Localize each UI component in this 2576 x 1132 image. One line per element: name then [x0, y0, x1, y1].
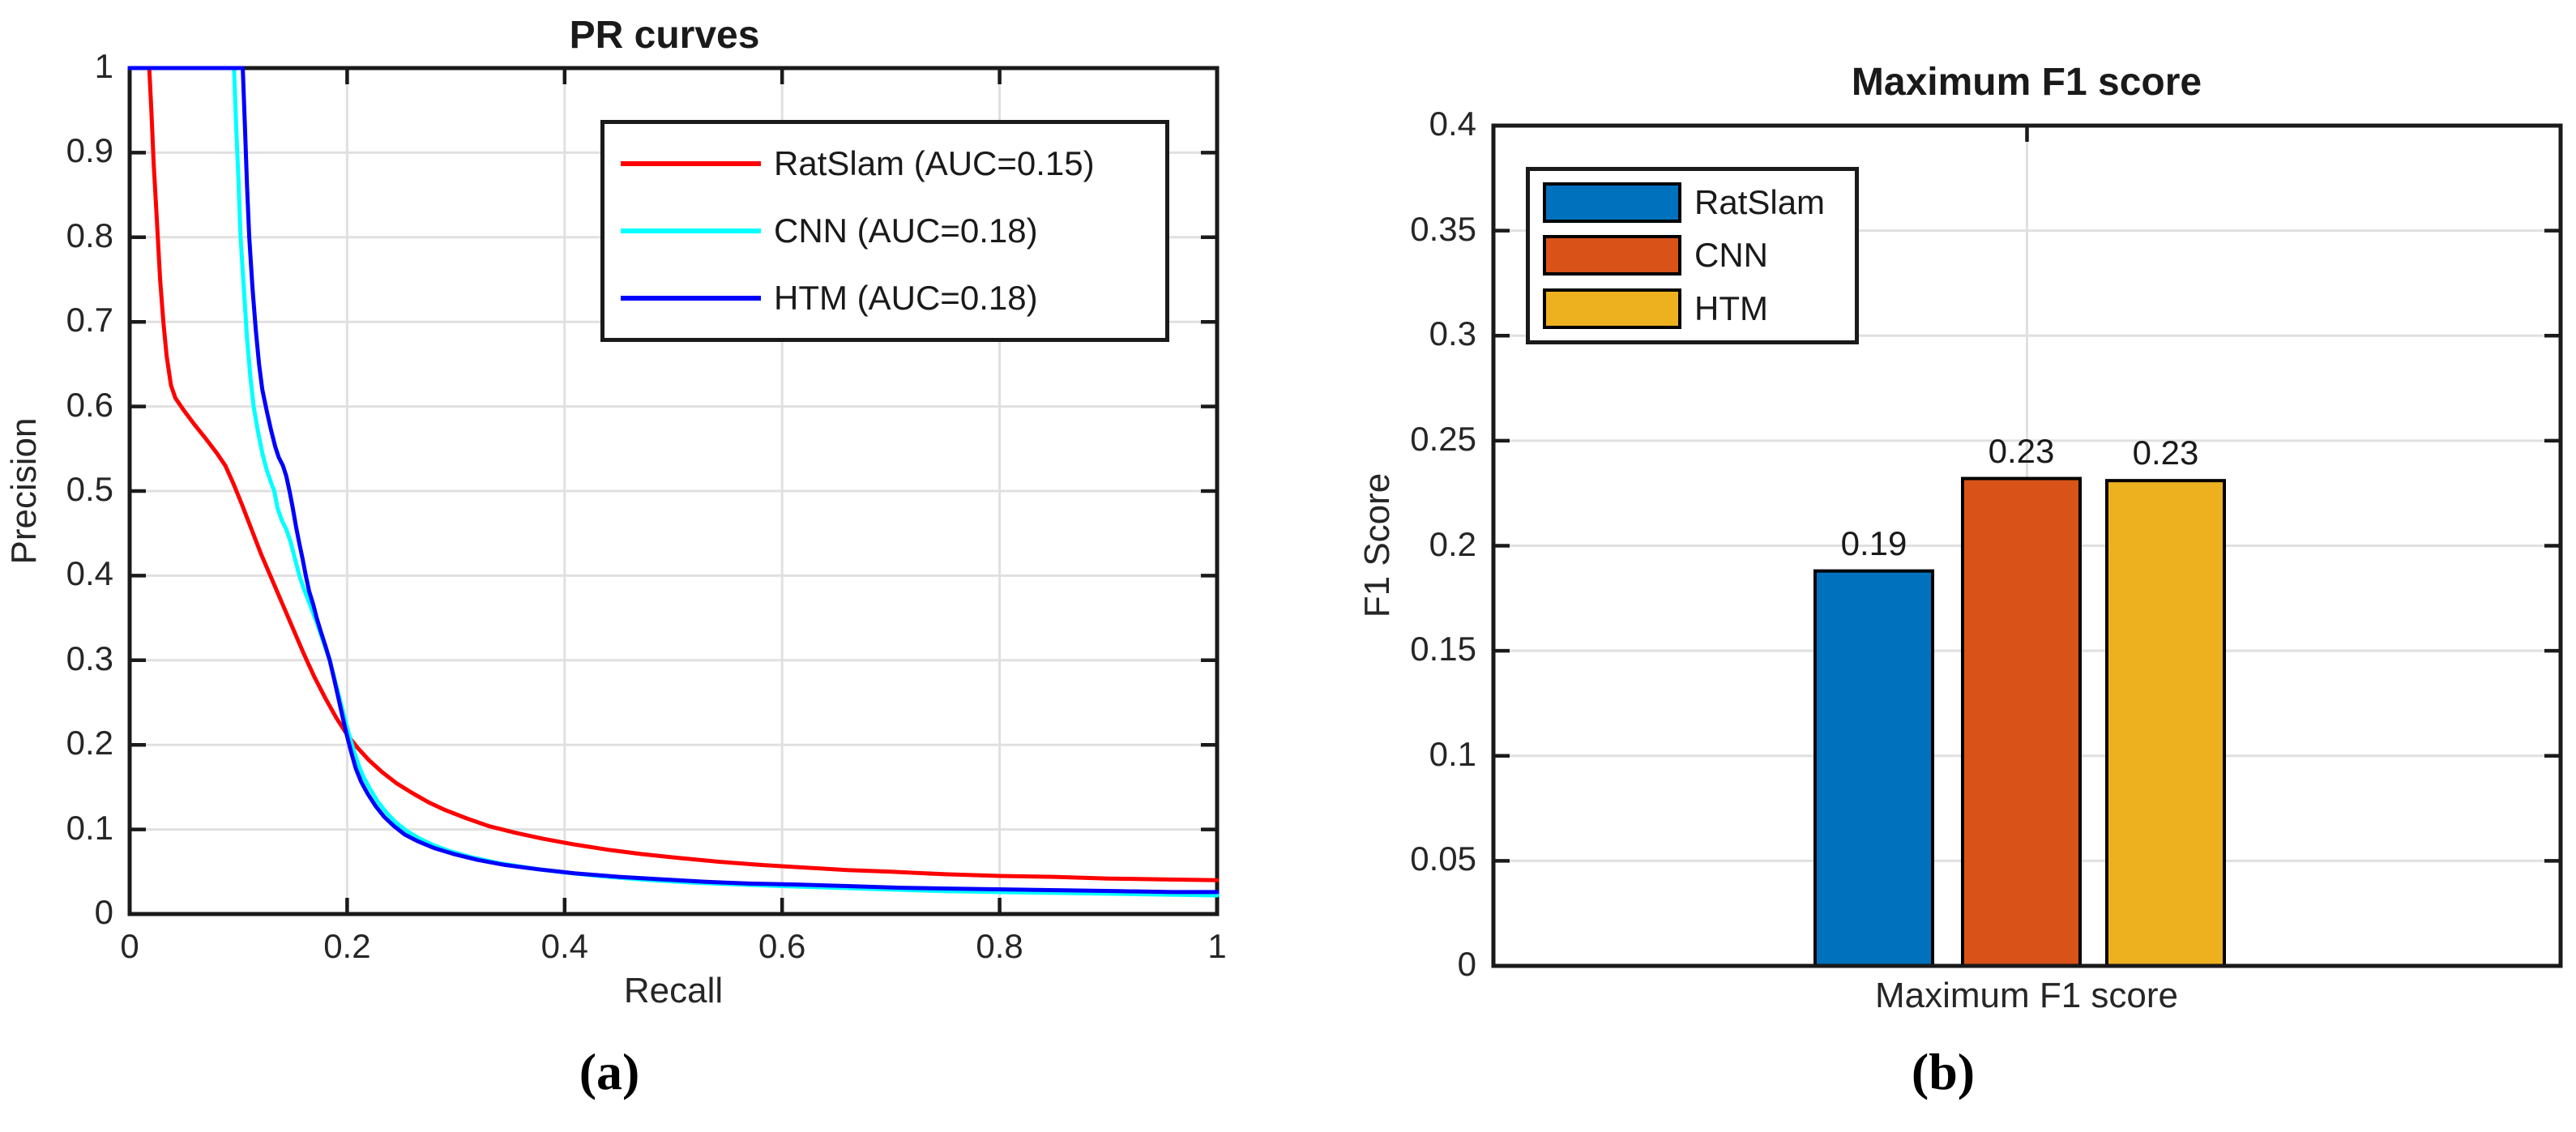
- f1-y-tick-label: 0.3: [1429, 314, 1476, 353]
- caption-a: (a): [579, 1043, 640, 1100]
- f1-bar-ratslam: [1813, 569, 1934, 968]
- f1-y-tick-label: 0.25: [1410, 419, 1476, 458]
- f1-bar-value-label: 0.19: [1840, 523, 1907, 562]
- caption-b: (b): [1911, 1043, 1976, 1100]
- f1-y-tick-label: 0.2: [1429, 524, 1476, 563]
- legend-line-sample: [621, 295, 761, 301]
- f1-y-tick-label: 0.05: [1410, 839, 1476, 878]
- pr-y-tick-label: 0.4: [66, 554, 113, 593]
- legend-line-sample: [621, 228, 761, 233]
- f1-legend-label: HTM: [1694, 289, 1768, 328]
- f1-legend-row: HTM: [1530, 288, 1855, 330]
- pr-y-tick-label: 0.2: [66, 724, 113, 762]
- pr-x-tick-label: 0.4: [540, 927, 588, 965]
- pr-legend-label: CNN (AUC=0.18): [774, 211, 1038, 250]
- legend-color-swatch: [1543, 235, 1681, 276]
- pr-y-tick-label: 0.1: [66, 808, 113, 847]
- f1-y-tick-label: 0: [1457, 945, 1476, 983]
- pr-y-tick-label: 0.8: [66, 216, 113, 254]
- legend-color-swatch: [1543, 182, 1681, 223]
- pr-xlabel: Recall: [623, 971, 724, 1010]
- pr-y-tick-label: 0.9: [66, 131, 113, 170]
- pr-curve-htm: [127, 66, 1220, 895]
- f1-y-tick-label: 0.4: [1429, 105, 1476, 143]
- pr-curves-title: PR curves: [569, 14, 760, 57]
- pr-legend-row: RatSlam (AUC=0.15): [604, 144, 1165, 183]
- f1-y-tick-label: 0.35: [1410, 209, 1476, 248]
- f1-y-tick-label: 0.1: [1429, 734, 1476, 773]
- pr-y-tick-label: 1: [94, 47, 113, 85]
- pr-x-tick-label: 0.6: [758, 927, 806, 965]
- f1-bar-value-label: 0.23: [1988, 431, 2055, 470]
- pr-legend: RatSlam (AUC=0.15) CNN (AUC=0.18) HTM (AUC…: [600, 120, 1169, 342]
- f1-bar-cnn: [1961, 476, 2082, 968]
- f1-legend-label: RatSlam: [1694, 182, 1826, 221]
- pr-legend-row: CNN (AUC=0.18): [604, 211, 1165, 250]
- f1-legend: RatSlam CNN HTM: [1526, 167, 1859, 344]
- legend-line-sample: [621, 161, 761, 167]
- f1-category-label: Maximum F1 score: [1874, 976, 2179, 1015]
- pr-y-tick-label: 0: [94, 893, 113, 931]
- pr-x-tick-label: 0.8: [976, 927, 1023, 965]
- pr-legend-label: HTM (AUC=0.18): [774, 278, 1038, 317]
- f1-bar-value-label: 0.23: [2132, 434, 2199, 472]
- f1-y-tick-label: 0.15: [1410, 630, 1476, 669]
- pr-legend-row: HTM (AUC=0.18): [604, 279, 1165, 318]
- pr-y-tick-label: 0.6: [66, 385, 113, 424]
- pr-y-tick-label: 0.7: [66, 301, 113, 340]
- pr-axes-box: [127, 66, 1220, 916]
- f1-legend-row: RatSlam: [1530, 182, 1855, 223]
- pr-x-tick-label: 0: [120, 927, 139, 965]
- f1-axes-box: [1491, 123, 2563, 968]
- pr-y-tick-label: 0.5: [66, 470, 113, 508]
- legend-color-swatch: [1543, 288, 1681, 330]
- f1-legend-row: CNN: [1530, 235, 1855, 276]
- f1-title: Maximum F1 score: [1851, 61, 2202, 104]
- pr-x-tick-label: 1: [1207, 927, 1227, 965]
- pr-legend-label: RatSlam (AUC=0.15): [774, 144, 1095, 183]
- f1-legend-label: CNN: [1694, 236, 1768, 275]
- pr-x-tick-label: 0.2: [323, 927, 371, 965]
- pr-y-tick-label: 0.3: [66, 639, 113, 677]
- f1-bar-htm: [2105, 479, 2226, 968]
